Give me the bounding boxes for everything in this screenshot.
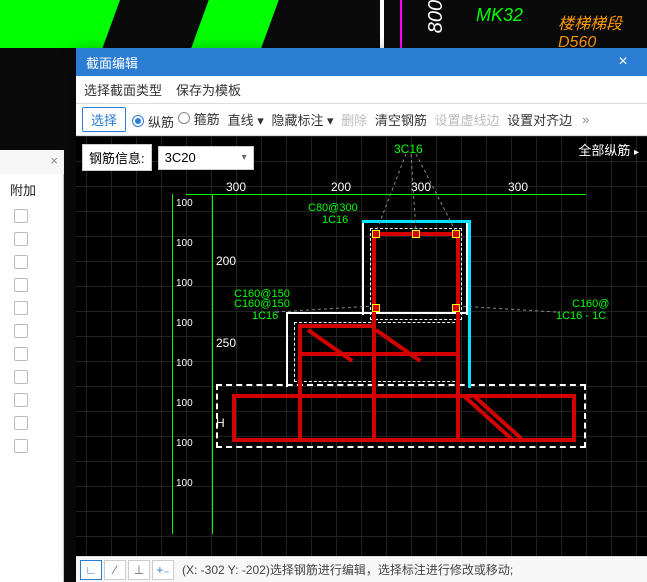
snap-perp-button[interactable]: ⊥ (128, 560, 150, 580)
drawing-canvas[interactable]: 全部纵筋 ▸ 3C16 300 200 300 300 100 100 100 100 100… (76, 136, 647, 556)
checkbox[interactable] (14, 324, 28, 338)
rebar-node[interactable] (412, 230, 420, 238)
dialog-statusbar: ∟ ⁄ ⊥ +₋ (X: -302 Y: -202)选择钢筋进行编辑，选择标注进… (76, 556, 647, 582)
checkbox[interactable] (14, 232, 28, 246)
rebar[interactable] (232, 438, 576, 442)
rebar-info-combo[interactable]: 3C20 ▾ (158, 146, 254, 170)
rebar[interactable] (232, 394, 236, 442)
rebar-tag: C80@300 (308, 202, 358, 214)
checkbox[interactable] (14, 370, 28, 384)
dialog-toolbar: 选择 纵筋 箍筋 直线 ▾ 隐藏标注 ▾ 删除 清空钢筋 设置虚线边 设置对齐边… (76, 104, 647, 136)
checkbox[interactable] (14, 301, 28, 315)
checkbox[interactable] (14, 416, 28, 430)
cyan-edge (362, 220, 470, 223)
checkbox[interactable] (14, 347, 28, 361)
dimension[interactable]: 100 (176, 198, 193, 209)
toolbar-more[interactable]: » (580, 112, 591, 127)
rebar-tag: 1C16 (252, 310, 278, 322)
dim-line (186, 194, 586, 195)
cad-text: 楼梯梯段D560 (558, 10, 647, 52)
rebar[interactable] (456, 232, 460, 442)
dialog-menubar: 选择截面类型 保存为模板 (76, 76, 647, 104)
dimension[interactable]: 250 (216, 336, 236, 350)
menu-save-template[interactable]: 保存为模板 (176, 80, 241, 99)
rebar-info-label: 钢筋信息: (82, 144, 152, 171)
cad-text: 800 (425, 0, 448, 33)
rebar[interactable] (372, 232, 376, 442)
dimension[interactable]: 100 (176, 358, 193, 369)
dimension[interactable]: 100 (176, 238, 193, 249)
left-panel-close[interactable]: × (50, 153, 58, 168)
checkbox-list (0, 203, 63, 453)
rebar-node[interactable] (372, 230, 380, 238)
radio-箍筋[interactable]: 箍筋 (178, 109, 220, 128)
menu-select-type[interactable]: 选择截面类型 (84, 80, 162, 99)
dimension[interactable]: 100 (176, 478, 193, 489)
section-inner-dashed (370, 228, 462, 320)
dimension[interactable]: 300 (411, 180, 431, 194)
rebar-tag: C160@ (572, 298, 609, 310)
snap-intersect-button[interactable]: +₋ (152, 560, 174, 580)
tool-设置虚线边: 设置虚线边 (432, 113, 501, 128)
dimension[interactable]: 300 (226, 180, 246, 194)
dimension[interactable]: 100 (176, 438, 193, 449)
dimension[interactable]: 200 (331, 180, 351, 194)
tool-清空钢筋[interactable]: 清空钢筋 (373, 113, 429, 128)
status-text: (X: -302 Y: -202)选择钢筋进行编辑，选择标注进行修改或移动; (182, 561, 513, 578)
tool-直线[interactable]: 直线 ▾ (226, 113, 266, 128)
dialog-title: 截面编辑 (86, 53, 138, 72)
rebar[interactable] (298, 324, 374, 328)
rebar-info-row: 钢筋信息: 3C20 ▾ (82, 144, 254, 171)
rebar-info-value: 3C20 (165, 150, 196, 165)
checkbox[interactable] (14, 209, 28, 223)
rebar-tag: C160@150 (234, 298, 290, 310)
checkbox[interactable] (14, 439, 28, 453)
cad-text: MK32 (476, 5, 523, 26)
rebar[interactable] (298, 324, 302, 442)
left-panel-header: × (0, 150, 64, 174)
dim-line (172, 194, 173, 534)
close-icon[interactable]: × (609, 53, 637, 71)
checkbox[interactable] (14, 255, 28, 269)
left-panel: 附加 (0, 174, 64, 582)
rebar[interactable] (298, 352, 458, 356)
dimension[interactable]: 100 (176, 318, 193, 329)
rebar-node[interactable] (452, 304, 460, 312)
rebar-node[interactable] (452, 230, 460, 238)
rebar-node[interactable] (372, 304, 380, 312)
snap-endpoint-button[interactable]: ∟ (80, 560, 102, 580)
chevron-down-icon: ▾ (242, 152, 247, 163)
section-edit-dialog: 截面编辑 × 选择截面类型 保存为模板 选择 纵筋 箍筋 直线 ▾ 隐藏标注 ▾… (76, 48, 647, 582)
dim-line (212, 194, 213, 534)
rebar[interactable] (572, 394, 576, 442)
cyan-edge (468, 220, 471, 388)
left-panel-title: 附加 (0, 174, 63, 203)
tool-设置对齐边[interactable]: 设置对齐边 (505, 113, 574, 128)
dimension[interactable]: 200 (216, 254, 236, 268)
checkbox[interactable] (14, 278, 28, 292)
rebar-tag: 3C16 (394, 142, 423, 156)
dialog-titlebar[interactable]: 截面编辑 × (76, 48, 647, 76)
dimension[interactable]: 100 (176, 278, 193, 289)
select-button[interactable]: 选择 (82, 107, 126, 132)
tool-删除: 删除 (339, 113, 369, 128)
tool-隐藏标注[interactable]: 隐藏标注 ▾ (269, 113, 335, 128)
rebar-tag: 1C16 - 1C (556, 310, 606, 322)
radio-纵筋[interactable]: 纵筋 (132, 112, 174, 131)
snap-mid-button[interactable]: ⁄ (104, 560, 126, 580)
checkbox[interactable] (14, 393, 28, 407)
canvas-mode-label[interactable]: 全部纵筋 ▸ (578, 140, 639, 159)
dimension[interactable]: 100 (176, 398, 193, 409)
dimension[interactable]: 300 (508, 180, 528, 194)
rebar-tag: 1C16 (322, 214, 348, 226)
rebar[interactable] (232, 394, 576, 398)
